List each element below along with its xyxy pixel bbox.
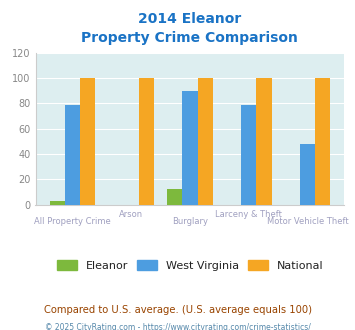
Bar bbox=[198, 78, 213, 205]
Bar bbox=[241, 105, 256, 205]
Text: All Property Crime: All Property Crime bbox=[34, 217, 111, 226]
Legend: Eleanor, West Virginia, National: Eleanor, West Virginia, National bbox=[52, 256, 328, 275]
Bar bbox=[65, 105, 80, 205]
Text: Compared to U.S. average. (U.S. average equals 100): Compared to U.S. average. (U.S. average … bbox=[44, 305, 311, 315]
Bar bbox=[167, 189, 182, 205]
Title: 2014 Eleanor
Property Crime Comparison: 2014 Eleanor Property Crime Comparison bbox=[82, 12, 298, 45]
Bar bbox=[256, 78, 272, 205]
Text: Arson: Arson bbox=[119, 210, 143, 219]
Bar bbox=[315, 78, 330, 205]
Bar bbox=[50, 201, 65, 205]
Text: © 2025 CityRating.com - https://www.cityrating.com/crime-statistics/: © 2025 CityRating.com - https://www.city… bbox=[45, 323, 310, 330]
Bar bbox=[80, 78, 95, 205]
Text: Motor Vehicle Theft: Motor Vehicle Theft bbox=[267, 217, 348, 226]
Bar bbox=[300, 144, 315, 205]
Bar bbox=[182, 91, 198, 205]
Bar bbox=[139, 78, 154, 205]
Text: Larceny & Theft: Larceny & Theft bbox=[215, 210, 282, 219]
Text: Burglary: Burglary bbox=[172, 217, 208, 226]
